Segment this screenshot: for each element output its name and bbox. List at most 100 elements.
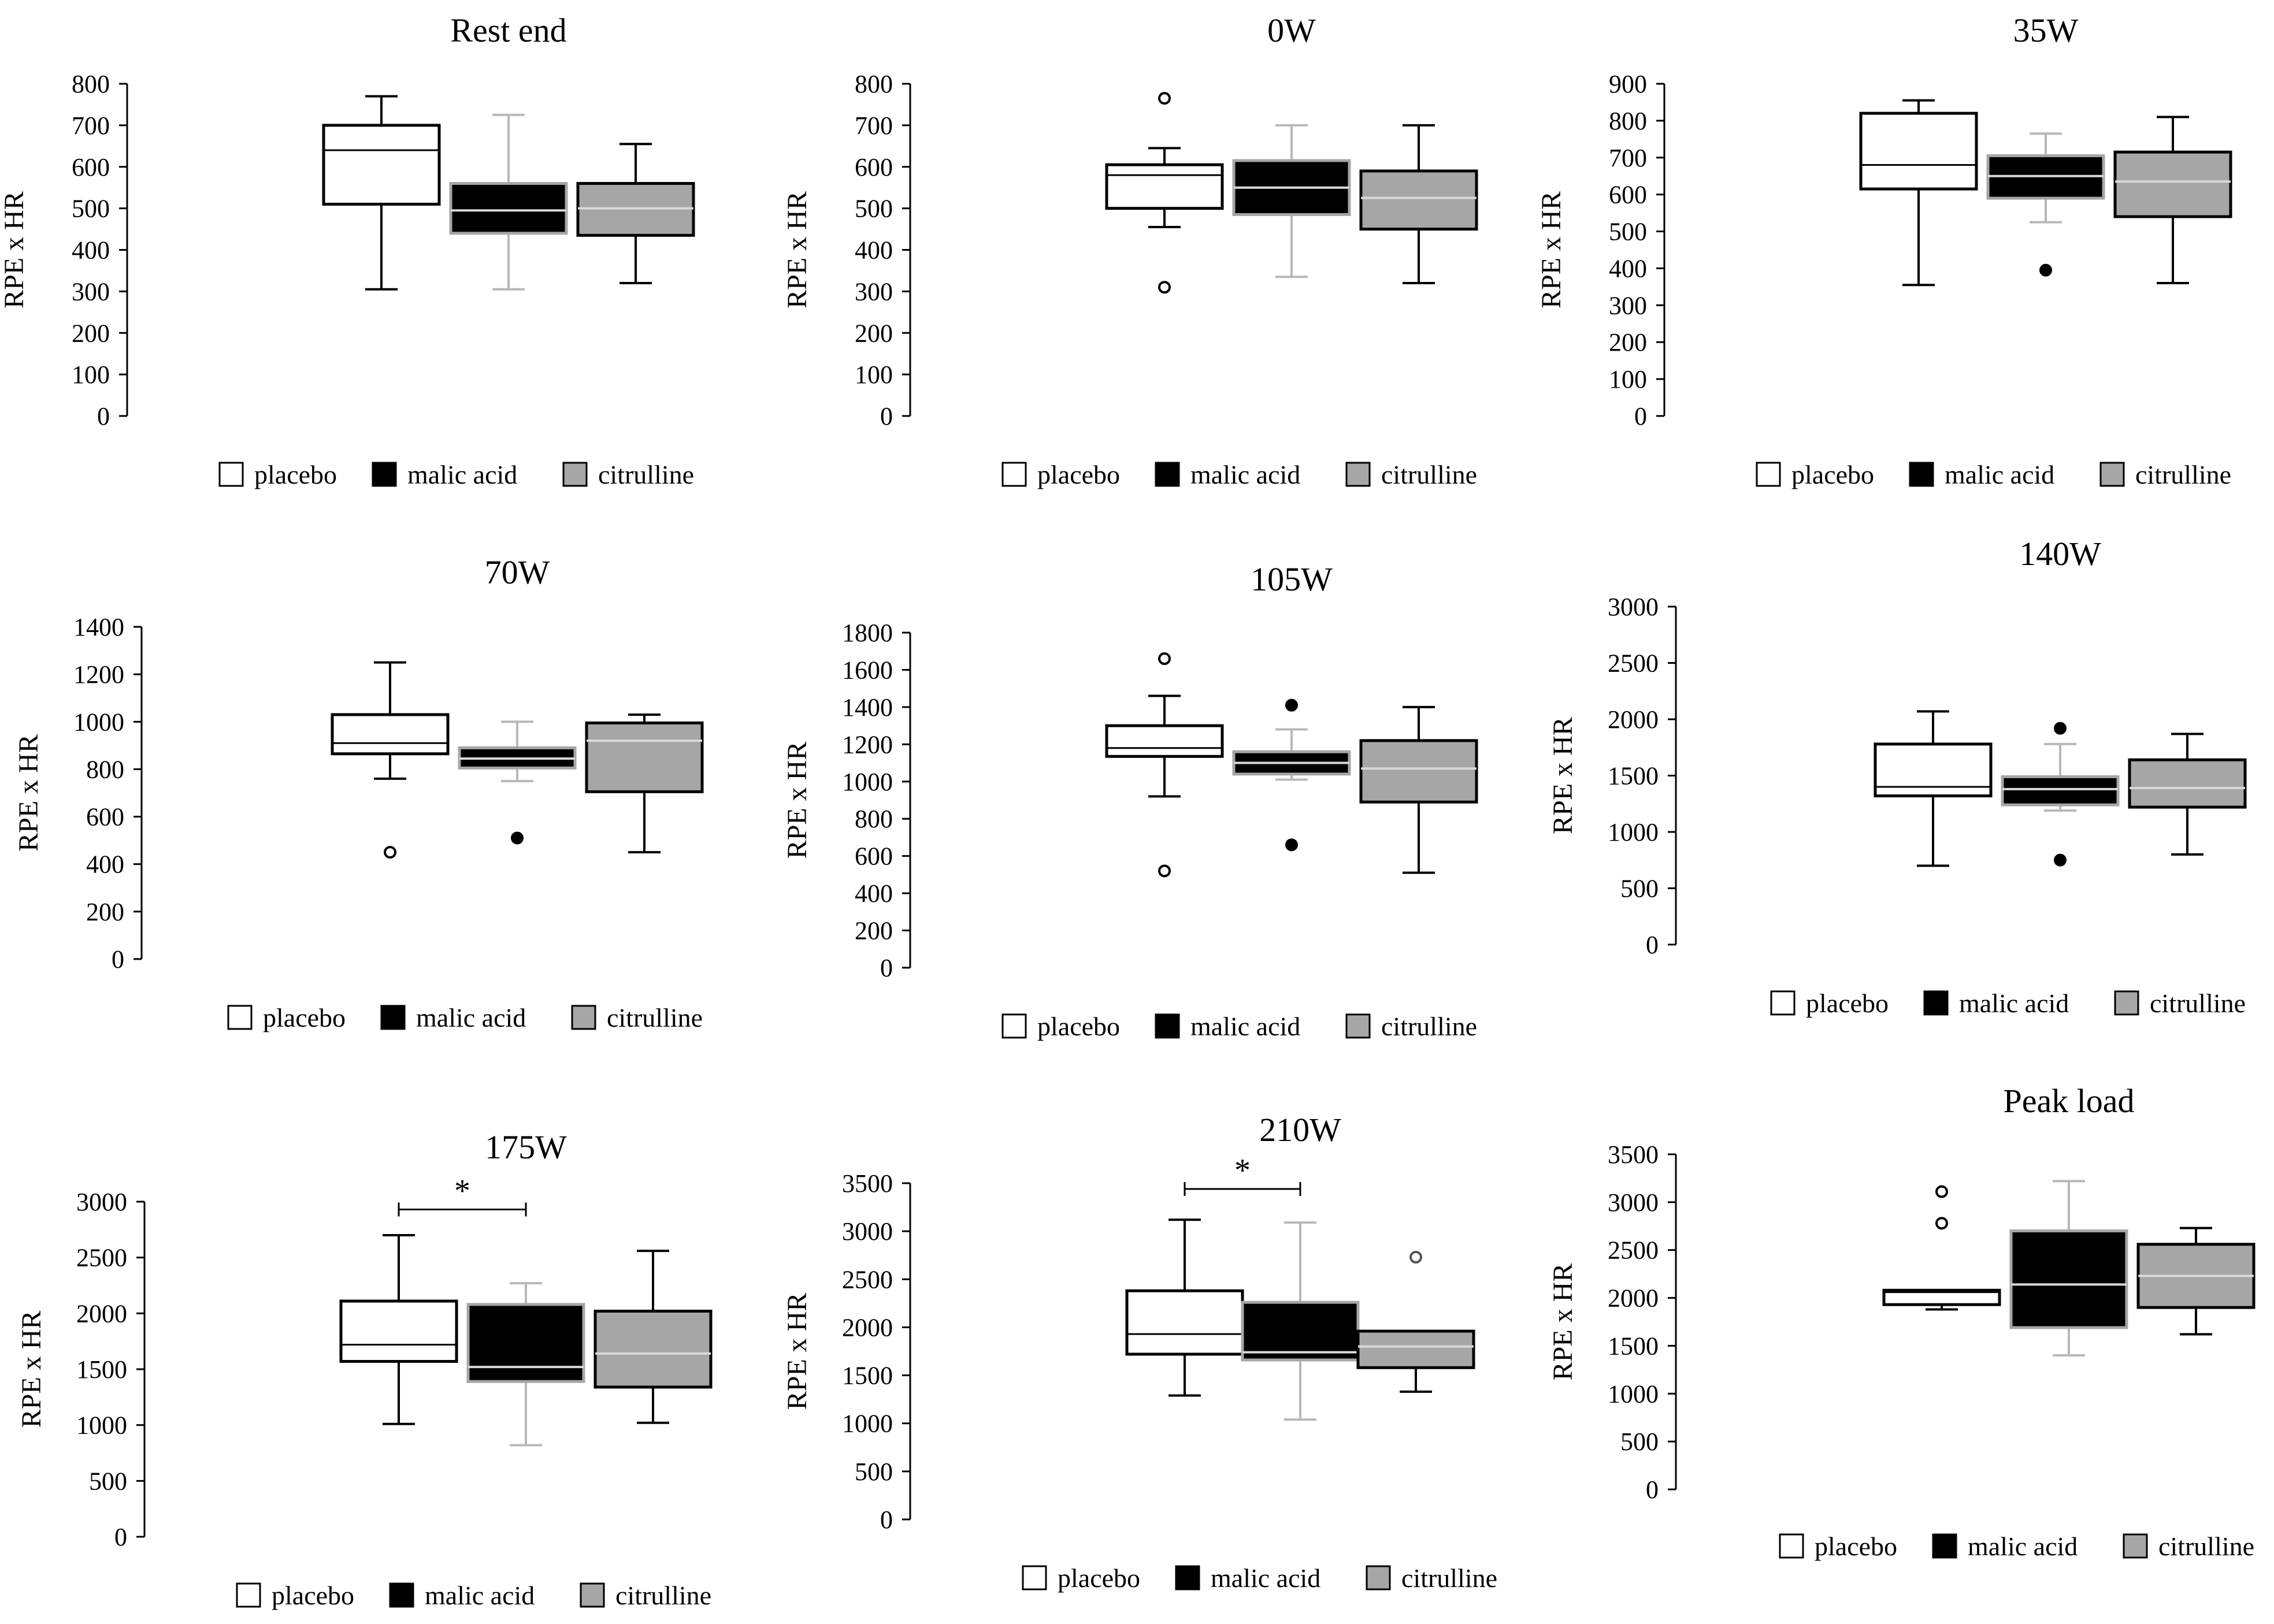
y-tick-label: 1400 bbox=[842, 693, 893, 722]
y-tick-label: 2500 bbox=[1608, 649, 1659, 678]
box-placebo bbox=[1874, 710, 1993, 867]
significance-star: * bbox=[454, 1173, 470, 1209]
y-tick-label: 1200 bbox=[73, 660, 124, 689]
y-axis-label: RPE x HR bbox=[1548, 1263, 1578, 1381]
legend-swatch bbox=[1779, 1533, 1804, 1559]
y-tick-label: 1000 bbox=[76, 1411, 127, 1440]
legend-item-malic-acid: malic acid bbox=[1175, 1563, 1320, 1593]
legend-label: malic acid bbox=[407, 460, 517, 489]
significance-star: * bbox=[1234, 1153, 1251, 1188]
y-tick-label: 300 bbox=[855, 277, 893, 306]
legend-item-malic-acid: malic acid bbox=[1932, 1532, 2078, 1561]
y-tick-label: 3000 bbox=[1608, 1188, 1659, 1217]
y-tick-label: 300 bbox=[1609, 291, 1647, 319]
box-citrulline bbox=[576, 143, 695, 284]
iqr-box bbox=[1125, 1289, 1244, 1356]
y-tick-label: 600 bbox=[1609, 181, 1647, 209]
y-tick-label: 500 bbox=[1609, 218, 1647, 246]
y-tick-label: 500 bbox=[855, 1458, 893, 1486]
y-tick-label: 1000 bbox=[73, 708, 124, 736]
iqr-box bbox=[593, 1309, 713, 1389]
y-axis-label: RPE x HR bbox=[13, 734, 44, 852]
box-placebo bbox=[1882, 1185, 2001, 1311]
y-tick-label: 200 bbox=[72, 319, 110, 347]
y-tick-label: 100 bbox=[1609, 365, 1647, 393]
chart-panel-3: 35W RPE x HR 0 100 200 300 400 500 600 700 800 900 p… bbox=[1536, 12, 2232, 489]
legend-swatch bbox=[218, 462, 244, 487]
iqr-box bbox=[1105, 724, 1224, 758]
legend-swatch bbox=[1155, 462, 1180, 487]
legend: placebo malic acid citrulline bbox=[1001, 460, 1477, 489]
y-tick-label: 700 bbox=[855, 112, 893, 140]
chart-panel-5: 105W RPE x HR 0 200 400 600 800 1000 1200 1400 160… bbox=[782, 560, 1478, 1041]
outlier-point bbox=[2054, 853, 2067, 867]
box-placebo bbox=[331, 661, 450, 859]
legend: placebo malic acid citrulline bbox=[1022, 1563, 1497, 1593]
legend-item-citrulline: citrulline bbox=[2123, 1532, 2254, 1561]
legend-item-citrulline: citrulline bbox=[571, 1003, 703, 1032]
y-tick-label: 800 bbox=[1609, 107, 1647, 135]
outlier-point bbox=[2054, 722, 2067, 735]
y-tick-label: 0 bbox=[1646, 1476, 1659, 1504]
chart-title: 70W bbox=[485, 553, 550, 591]
legend-swatch bbox=[236, 1582, 261, 1608]
y-axis-label: RPE x HR bbox=[782, 742, 813, 859]
y-tick-label: 600 bbox=[855, 153, 893, 181]
legend-label: malic acid bbox=[1959, 988, 2069, 1018]
legend-label: placebo bbox=[1791, 460, 1874, 489]
legend-item-malic-acid: malic acid bbox=[372, 460, 517, 489]
outlier-point bbox=[1158, 281, 1171, 294]
y-tick-label: 400 bbox=[86, 850, 124, 879]
y-tick-label: 3000 bbox=[842, 1217, 893, 1246]
legend-label: citrulline bbox=[615, 1581, 711, 1610]
iqr-box bbox=[339, 1299, 458, 1363]
iqr-box bbox=[2128, 758, 2247, 809]
legend-label: citrulline bbox=[598, 460, 694, 489]
box-placebo bbox=[1859, 99, 1978, 287]
legend-label: citrulline bbox=[1401, 1563, 1497, 1593]
iqr-box bbox=[331, 713, 450, 756]
y-tick-label: 1800 bbox=[842, 619, 893, 647]
legend-item-malic-acid: malic acid bbox=[1909, 460, 2054, 489]
chart-panel-9: Peak load RPE x HR 0 500 1000 1500 2000 2500 300… bbox=[1548, 1082, 2256, 1561]
y-tick-label: 2000 bbox=[842, 1313, 893, 1341]
significance-bracket: * bbox=[398, 1173, 527, 1217]
legend-swatch bbox=[1923, 990, 1949, 1016]
legend-swatch bbox=[1345, 1013, 1371, 1039]
y-tick-label: 400 bbox=[855, 236, 893, 265]
y-tick-label: 500 bbox=[89, 1467, 127, 1495]
box-citrulline bbox=[593, 1250, 713, 1424]
y-tick-label: 1500 bbox=[842, 1362, 893, 1390]
legend-label: malic acid bbox=[1968, 1532, 2078, 1561]
y-tick-label: 500 bbox=[1620, 875, 1659, 903]
y-tick-label: 3000 bbox=[1608, 593, 1659, 621]
iqr-box bbox=[322, 124, 441, 206]
legend-item-placebo: placebo bbox=[218, 460, 337, 489]
box-citrulline bbox=[2128, 733, 2247, 856]
legend-label: placebo bbox=[1815, 1532, 1897, 1561]
y-tick-label: 800 bbox=[855, 70, 893, 98]
iqr-box bbox=[1359, 169, 1478, 231]
box-placebo bbox=[1105, 92, 1224, 294]
legend-swatch bbox=[1345, 462, 1371, 487]
outlier-point bbox=[1158, 864, 1171, 878]
y-tick-label: 0 bbox=[114, 1523, 127, 1551]
box-malic-acid bbox=[1241, 1221, 1360, 1421]
legend-swatch bbox=[380, 1005, 406, 1030]
legend-label: placebo bbox=[1806, 988, 1889, 1018]
box-placebo bbox=[1125, 1218, 1244, 1397]
legend-swatch bbox=[562, 462, 588, 487]
y-tick-label: 600 bbox=[86, 803, 124, 831]
chart-title: Peak load bbox=[2003, 1082, 2134, 1120]
chart-panel-8: 210W RPE x HR 0 500 1000 1500 2000 2500 3000 3500… bbox=[782, 1111, 1497, 1593]
y-tick-label: 700 bbox=[1609, 144, 1647, 172]
y-tick-label: 200 bbox=[86, 898, 124, 926]
legend-swatch bbox=[1155, 1013, 1180, 1039]
significance-bracket: * bbox=[1184, 1153, 1301, 1196]
chart-panel-4: 70W RPE x HR 0 200 400 600 800 1000 1200 1400 plac… bbox=[13, 553, 704, 1032]
legend-item-placebo: placebo bbox=[1022, 1563, 1140, 1593]
legend-swatch bbox=[1770, 990, 1796, 1016]
iqr-box bbox=[1356, 1329, 1475, 1369]
legend-item-citrulline: citrulline bbox=[580, 1581, 711, 1610]
